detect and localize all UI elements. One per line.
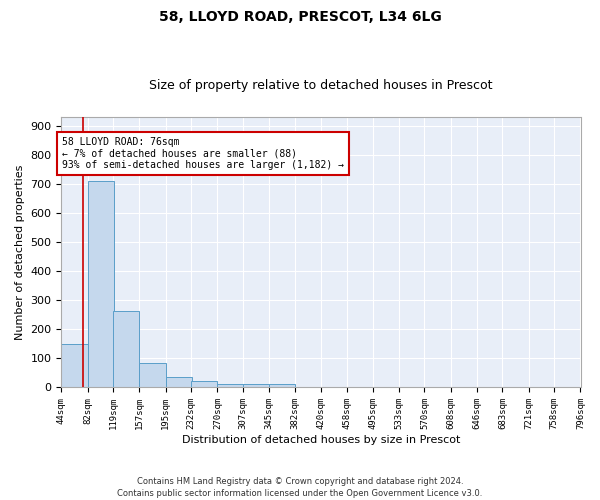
Y-axis label: Number of detached properties: Number of detached properties: [15, 164, 25, 340]
Text: Contains HM Land Registry data © Crown copyright and database right 2024.
Contai: Contains HM Land Registry data © Crown c…: [118, 476, 482, 498]
Bar: [166, 378, 192, 388]
Title: Size of property relative to detached houses in Prescot: Size of property relative to detached ho…: [149, 79, 493, 92]
X-axis label: Distribution of detached houses by size in Prescot: Distribution of detached houses by size …: [182, 435, 460, 445]
Bar: [113, 311, 139, 388]
Bar: [217, 384, 244, 388]
Bar: [61, 344, 88, 388]
Bar: [88, 180, 114, 388]
Bar: [191, 381, 217, 388]
Bar: [269, 384, 295, 388]
Text: 58, LLOYD ROAD, PRESCOT, L34 6LG: 58, LLOYD ROAD, PRESCOT, L34 6LG: [158, 10, 442, 24]
Bar: [243, 384, 269, 388]
Bar: [139, 362, 166, 388]
Text: 58 LLOYD ROAD: 76sqm
← 7% of detached houses are smaller (88)
93% of semi-detach: 58 LLOYD ROAD: 76sqm ← 7% of detached ho…: [62, 137, 344, 170]
